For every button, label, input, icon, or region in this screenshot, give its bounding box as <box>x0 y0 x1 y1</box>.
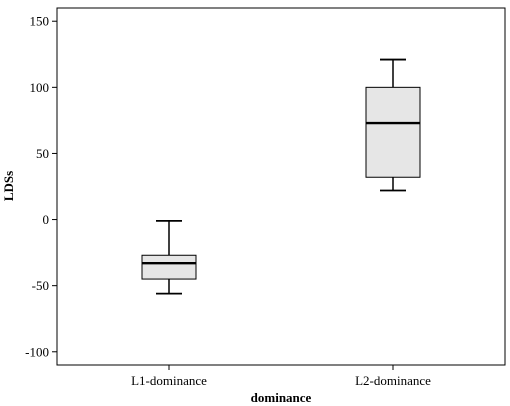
y-tick-label: 100 <box>30 80 50 95</box>
box-l1-dominance <box>141 219 197 295</box>
y-tick-label: -100 <box>25 344 49 359</box>
boxes-layer <box>141 58 421 295</box>
x-axis: L1-dominance L2-dominance <box>131 365 431 388</box>
plot-frame <box>56 7 506 366</box>
x-tick-label: L2-dominance <box>355 373 431 388</box>
y-tick-label: 50 <box>36 146 49 161</box>
y-axis-title: LDSs <box>1 171 16 201</box>
y-tick-label: 0 <box>43 212 50 227</box>
box-l2-dominance <box>365 58 421 192</box>
iqr-box <box>141 254 197 280</box>
x-axis-title: dominance <box>251 390 312 405</box>
y-tick-label: -50 <box>32 278 49 293</box>
y-axis: -100 -50 0 50 100 150 <box>25 14 57 359</box>
y-tick-label: 150 <box>30 14 50 29</box>
x-tick-label: L1-dominance <box>131 373 207 388</box>
iqr-box <box>365 86 421 178</box>
